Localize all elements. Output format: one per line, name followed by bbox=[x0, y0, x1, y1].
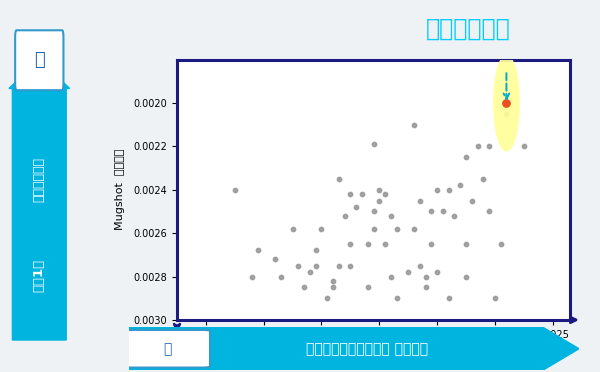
Point bbox=[369, 226, 379, 232]
Point bbox=[305, 269, 315, 275]
Point bbox=[374, 198, 384, 203]
Point bbox=[288, 226, 298, 232]
FancyBboxPatch shape bbox=[125, 330, 210, 368]
Point bbox=[421, 273, 430, 279]
Point bbox=[444, 295, 454, 301]
Point bbox=[427, 241, 436, 247]
Text: パナソニック: パナソニック bbox=[425, 17, 511, 41]
Point bbox=[519, 143, 529, 149]
Point bbox=[386, 213, 395, 219]
Point bbox=[490, 295, 500, 301]
Point bbox=[230, 187, 239, 193]
Point bbox=[311, 263, 320, 269]
Point bbox=[247, 273, 257, 279]
Point bbox=[334, 176, 344, 182]
Point bbox=[317, 226, 326, 232]
Text: 世界1位: 世界1位 bbox=[33, 259, 46, 292]
Point bbox=[357, 191, 367, 197]
Point bbox=[432, 187, 442, 193]
Point bbox=[403, 269, 413, 275]
X-axis label: Border エラー率: Border エラー率 bbox=[332, 347, 415, 360]
Point bbox=[455, 182, 465, 188]
Text: 👤: 👤 bbox=[163, 342, 172, 356]
Point bbox=[415, 263, 425, 269]
Point bbox=[328, 284, 338, 290]
Point bbox=[484, 143, 494, 149]
Point bbox=[276, 273, 286, 279]
Text: 経年変化評価: 経年変化評価 bbox=[33, 157, 46, 202]
Point bbox=[421, 284, 430, 290]
Point bbox=[293, 263, 303, 269]
Point bbox=[334, 263, 344, 269]
Point bbox=[427, 208, 436, 214]
FancyArrow shape bbox=[9, 60, 70, 340]
Text: 顔向き・照明変動評価 世界４位: 顔向き・照明変動評価 世界４位 bbox=[307, 342, 428, 356]
Point bbox=[346, 191, 355, 197]
Point bbox=[346, 263, 355, 269]
Y-axis label: Mugshot  エラー率: Mugshot エラー率 bbox=[115, 149, 125, 230]
Point bbox=[340, 213, 349, 219]
Point bbox=[392, 295, 401, 301]
Point bbox=[409, 122, 419, 128]
Point bbox=[409, 226, 419, 232]
Point bbox=[473, 143, 482, 149]
Point bbox=[363, 241, 373, 247]
Point bbox=[392, 323, 401, 329]
Point bbox=[467, 198, 476, 203]
Point bbox=[392, 226, 401, 232]
Polygon shape bbox=[129, 327, 579, 370]
Point bbox=[461, 154, 471, 160]
Point bbox=[496, 241, 505, 247]
Point bbox=[415, 198, 425, 203]
Point bbox=[346, 241, 355, 247]
Point bbox=[380, 191, 390, 197]
Point bbox=[479, 176, 488, 182]
Point bbox=[369, 208, 379, 214]
Point bbox=[444, 187, 454, 193]
Point bbox=[328, 278, 338, 284]
Point bbox=[374, 187, 384, 193]
Point bbox=[386, 273, 395, 279]
Point bbox=[322, 295, 332, 301]
FancyBboxPatch shape bbox=[15, 30, 64, 90]
Point bbox=[253, 247, 263, 253]
Point bbox=[502, 111, 511, 117]
Point bbox=[484, 208, 494, 214]
Point bbox=[352, 204, 361, 210]
Circle shape bbox=[494, 55, 519, 151]
Point bbox=[461, 273, 471, 279]
Point bbox=[432, 269, 442, 275]
Point bbox=[449, 213, 459, 219]
Point bbox=[363, 284, 373, 290]
Text: 👤: 👤 bbox=[34, 51, 44, 69]
Point bbox=[271, 256, 280, 262]
Point bbox=[299, 284, 309, 290]
Point bbox=[311, 247, 320, 253]
Point bbox=[461, 241, 471, 247]
Point bbox=[502, 100, 511, 106]
Point bbox=[380, 241, 390, 247]
Point bbox=[438, 208, 448, 214]
Point bbox=[369, 141, 379, 147]
